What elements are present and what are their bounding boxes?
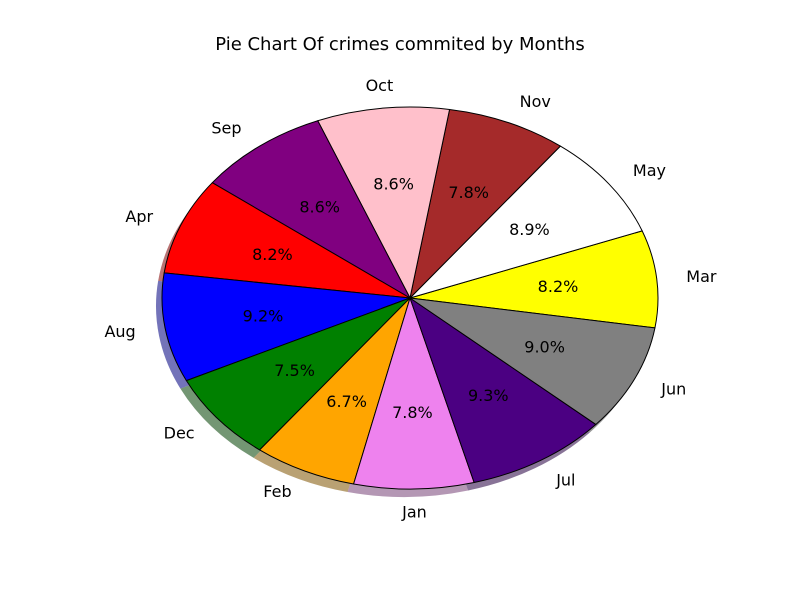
pie-slice-dec bbox=[185, 297, 411, 451]
slice-label-jun: Jun bbox=[660, 380, 686, 399]
slice-percent-dec: 7.5% bbox=[274, 361, 315, 380]
pie-slice-layer bbox=[161, 106, 659, 490]
slice-label-dec: Dec bbox=[164, 424, 195, 443]
slice-label-jan: Jan bbox=[401, 502, 427, 521]
slice-label-jul: Jul bbox=[555, 470, 575, 489]
slice-percent-sep: 8.6% bbox=[299, 197, 340, 216]
pie-slice-jan bbox=[353, 297, 475, 490]
pie-slice-oct bbox=[317, 106, 451, 299]
pie-slice-nov bbox=[409, 108, 561, 299]
slice-percent-nov: 7.8% bbox=[448, 183, 489, 202]
slice-percent-jan: 7.8% bbox=[392, 403, 433, 422]
slice-percent-jun: 9.0% bbox=[524, 337, 565, 356]
slice-label-oct: Oct bbox=[366, 76, 394, 95]
pie-slice-jul bbox=[409, 297, 597, 483]
slice-label-aug: Aug bbox=[104, 322, 135, 341]
pie-label-layer: Mar 8.2% May 8.9% Nov 7.8% Oct 8.6% Sep 8.6% Apr 8.… bbox=[104, 76, 716, 522]
chart-title: Pie Chart Of crimes commited by Months bbox=[215, 34, 585, 55]
slice-percent-aug: 9.2% bbox=[243, 307, 284, 326]
pie-slice-may bbox=[409, 145, 643, 299]
pie-slice-mar bbox=[409, 230, 659, 329]
slice-percent-mar: 8.2% bbox=[538, 277, 579, 296]
slice-label-apr: Apr bbox=[125, 207, 153, 226]
slice-percent-jul: 9.3% bbox=[468, 386, 509, 405]
pie-slice-jun bbox=[409, 297, 656, 425]
slice-label-mar: Mar bbox=[686, 267, 717, 286]
pie-slice-sep bbox=[211, 120, 411, 299]
slice-percent-apr: 8.2% bbox=[252, 245, 293, 264]
slice-label-sep: Sep bbox=[211, 119, 241, 138]
slice-percent-may: 8.9% bbox=[509, 220, 550, 239]
pie-slice-apr bbox=[163, 182, 411, 299]
slice-label-nov: Nov bbox=[520, 92, 551, 111]
pie-slice-aug bbox=[161, 272, 411, 382]
slice-percent-oct: 8.6% bbox=[373, 175, 414, 194]
slice-percent-feb: 6.7% bbox=[326, 392, 367, 411]
slice-label-may: May bbox=[633, 161, 666, 180]
slice-label-feb: Feb bbox=[263, 482, 291, 501]
